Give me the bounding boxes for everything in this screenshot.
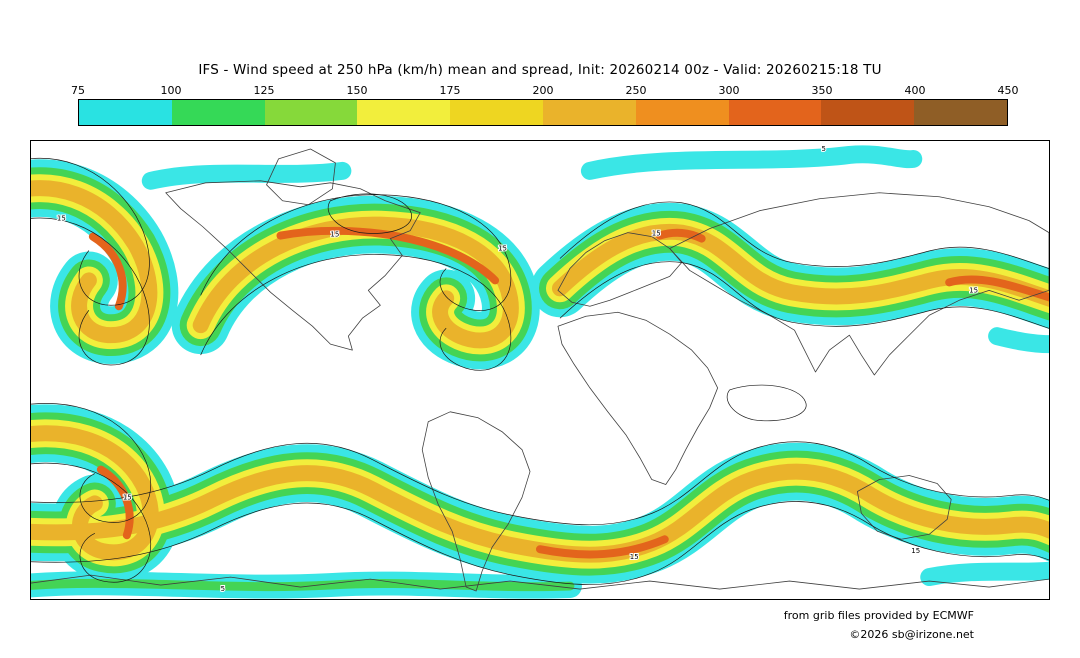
colorbar-tick-label: 250	[625, 84, 647, 97]
colorbar-bar	[78, 99, 1008, 126]
colorbar-tick-label: 400	[904, 84, 926, 97]
attribution-source: from grib files provided by ECMWF	[783, 609, 974, 622]
colorbar-segment	[635, 100, 729, 125]
colorbar-tick-label: 150	[346, 84, 368, 97]
attribution-copyright: ©2026 sb@irizone.net	[849, 628, 974, 641]
spread-contour-label: 5	[821, 145, 825, 153]
spread-contour-label: 15	[57, 215, 66, 223]
colorbar-segment	[914, 100, 1007, 125]
colorbar-tick-label: 75	[71, 84, 85, 97]
spread-contour-label: 15	[498, 245, 507, 253]
colorbar-segment	[357, 100, 451, 125]
spread-contour-label: 15	[330, 231, 339, 239]
spread-contour-label: 15	[123, 493, 132, 501]
colorbar-segment	[79, 100, 172, 125]
colorbar-segment	[542, 100, 636, 125]
colorbar-tick-label: 100	[160, 84, 182, 97]
colorbar-segment	[264, 100, 358, 125]
spread-contour-label: 5	[221, 585, 225, 593]
colorbar-segment	[450, 100, 543, 125]
spread-contour-label: 15	[911, 547, 920, 555]
world-map: 15 15 15 15 15 15 15 15 5 5	[31, 144, 1049, 599]
colorbar-tick-label: 350	[811, 84, 833, 97]
colorbar-segment	[728, 100, 822, 125]
colorbar-tick-label: 200	[532, 84, 554, 97]
spread-contour-label: 15	[969, 286, 978, 294]
colorbar-ticks: 75 100 125 150 175 200 250 300 350 400 450	[71, 84, 1019, 97]
map-panel: 15 15 15 15 15 15 15 15 5 5	[30, 140, 1050, 600]
jet-bands-green-minor	[31, 583, 570, 587]
spread-contour-label: 15	[652, 230, 661, 238]
colorbar-tick-label: 450	[997, 84, 1019, 97]
spread-contours	[31, 157, 1049, 586]
spread-contour-label: 15	[630, 553, 639, 561]
colorbar-tick-label: 175	[439, 84, 461, 97]
coastlines	[31, 148, 1049, 592]
spread-contour-labels: 15 15 15 15 15 15 15 15 5 5	[56, 144, 979, 594]
colorbar-tick-label: 300	[718, 84, 740, 97]
chart-title: IFS - Wind speed at 250 hPa (km/h) mean …	[198, 62, 882, 78]
colorbar-segment	[821, 100, 915, 125]
colorbar-tick-label: 125	[253, 84, 275, 97]
colorbar-segment	[171, 100, 265, 125]
